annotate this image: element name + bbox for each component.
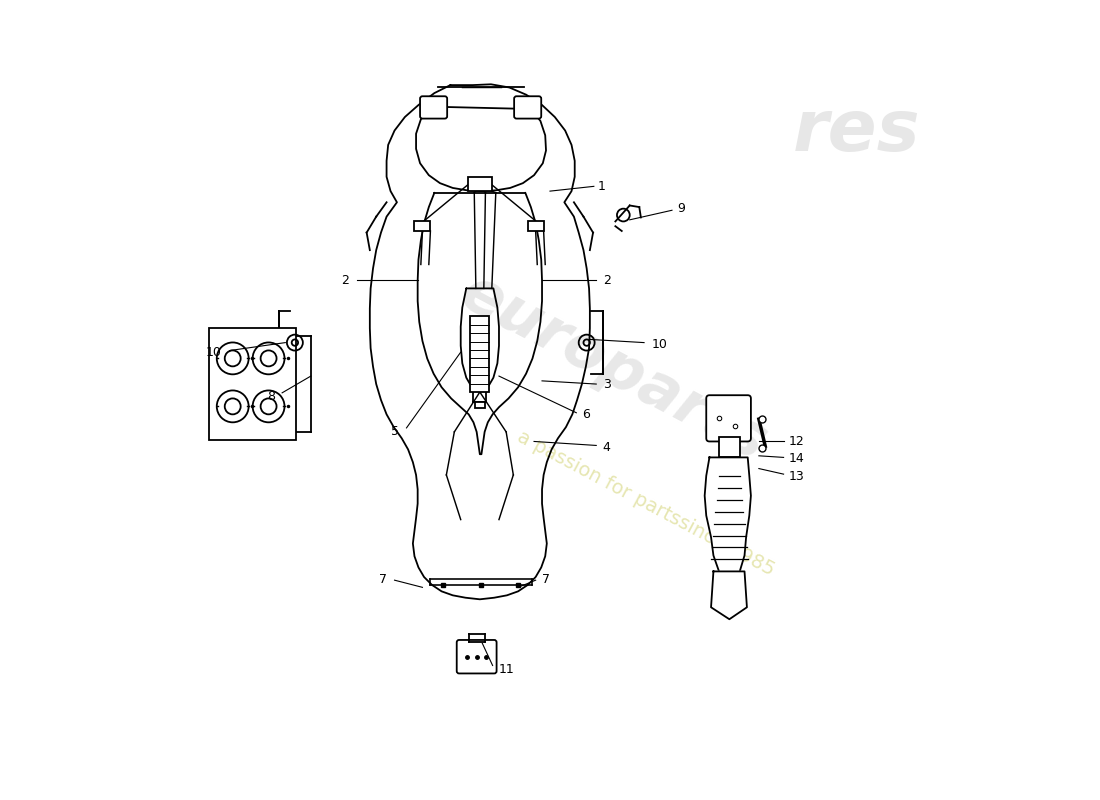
Text: 13: 13 <box>789 470 805 483</box>
Polygon shape <box>461 288 499 392</box>
Polygon shape <box>370 84 590 599</box>
Text: a passion for partssince 1985: a passion for partssince 1985 <box>514 427 778 580</box>
Text: 6: 6 <box>582 408 590 421</box>
FancyBboxPatch shape <box>514 96 541 118</box>
Bar <box>209 328 297 440</box>
FancyBboxPatch shape <box>456 640 496 674</box>
Text: 1: 1 <box>597 180 606 193</box>
Text: res: res <box>793 97 921 166</box>
Text: 10: 10 <box>206 346 221 358</box>
Text: 14: 14 <box>789 453 805 466</box>
Bar <box>475 402 485 408</box>
Text: 10: 10 <box>652 338 668 350</box>
Text: 7: 7 <box>542 573 550 586</box>
Text: 8: 8 <box>267 390 275 402</box>
Bar <box>719 437 739 458</box>
Polygon shape <box>705 458 751 583</box>
Text: 12: 12 <box>789 435 805 448</box>
Text: 3: 3 <box>603 378 611 390</box>
Bar <box>415 222 430 231</box>
Bar <box>471 316 490 392</box>
Text: 7: 7 <box>378 573 386 586</box>
Text: 2: 2 <box>604 274 612 287</box>
Text: 5: 5 <box>390 426 398 438</box>
FancyBboxPatch shape <box>420 96 448 118</box>
Text: 9: 9 <box>678 202 685 215</box>
FancyBboxPatch shape <box>706 395 751 442</box>
Text: 2: 2 <box>341 274 349 287</box>
Polygon shape <box>711 571 747 619</box>
Text: 11: 11 <box>498 663 514 676</box>
Text: 4: 4 <box>603 442 611 454</box>
Text: europarts: europarts <box>451 262 777 474</box>
Bar <box>468 177 492 191</box>
Bar <box>528 222 543 231</box>
